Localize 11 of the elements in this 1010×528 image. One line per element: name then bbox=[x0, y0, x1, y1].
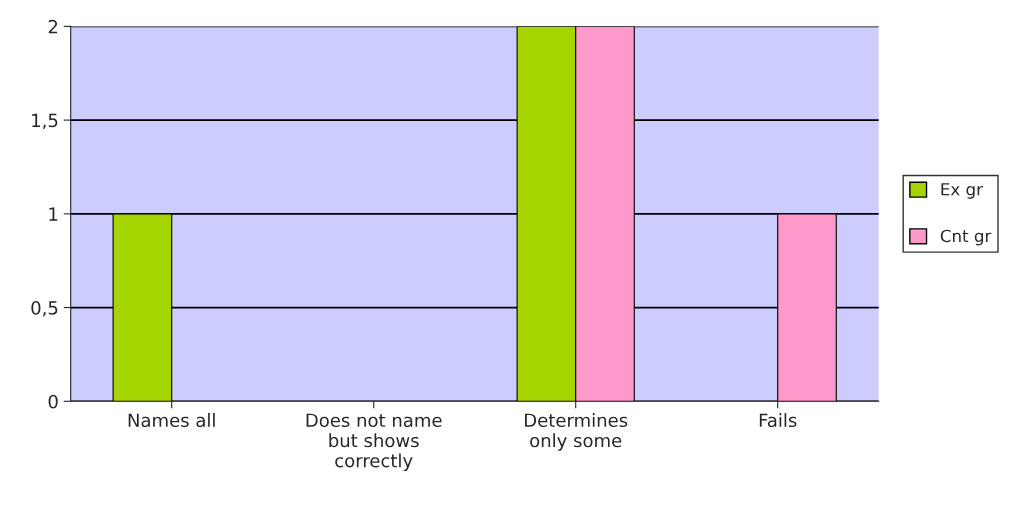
x-tick-label: Does not name but shows correctly bbox=[306, 413, 442, 471]
x-tick-label: Determines only some bbox=[525, 413, 628, 451]
x-tick-label: Fails bbox=[759, 413, 797, 428]
y-tick-label: 1,5 bbox=[32, 113, 58, 130]
y-tick-label: 0 bbox=[48, 394, 58, 409]
legend-label: Cnt gr bbox=[940, 229, 992, 246]
legend-label: Ex gr bbox=[941, 183, 983, 199]
x-tick-label: Names all bbox=[128, 413, 215, 428]
y-tick-label: 2 bbox=[48, 19, 58, 34]
y-tick-label: 0,5 bbox=[31, 301, 58, 317]
y-tick-label: 1 bbox=[49, 207, 58, 221]
